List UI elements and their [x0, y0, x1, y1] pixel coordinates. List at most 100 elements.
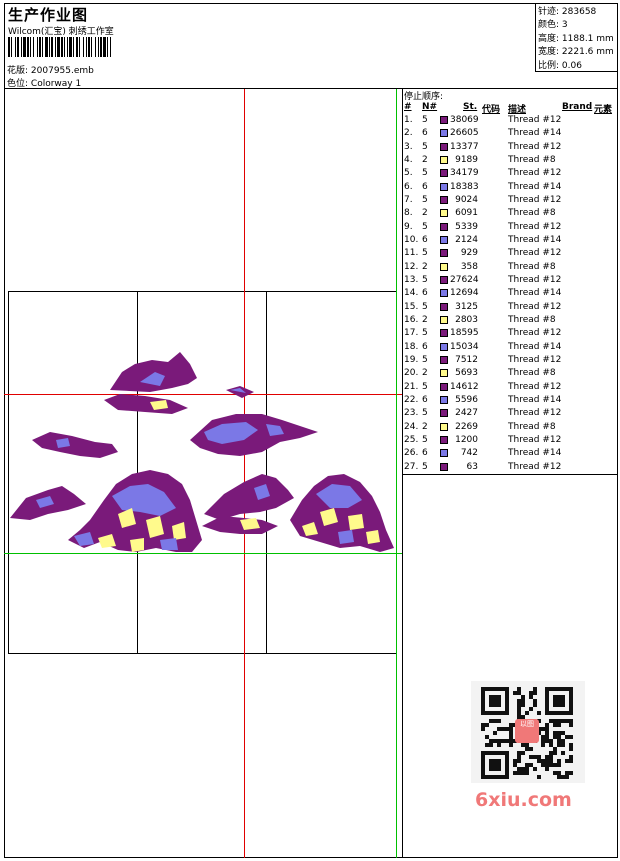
qr-module: [497, 743, 501, 747]
qr-module: [557, 775, 561, 779]
qr-module: [545, 735, 549, 739]
stop-sequence-row: 2. 6 26605 Thread #14: [404, 127, 616, 140]
qr-module: [537, 759, 541, 763]
qr-module: [517, 759, 521, 763]
row-index: 13.: [404, 274, 419, 285]
row-stitches: 2124: [455, 234, 478, 245]
row-stitches: 18595: [450, 328, 479, 339]
thread-swatch: [440, 449, 448, 458]
qr-module: [533, 691, 537, 695]
barcode-gap: [48, 37, 49, 57]
qr-module: [557, 731, 561, 735]
stop-sequence-row: 3. 5 13377 Thread #12: [404, 141, 616, 154]
qr-module: [537, 755, 541, 759]
qr-module: [509, 735, 513, 739]
row-index: 3.: [404, 141, 413, 152]
barcode-gap: [72, 37, 73, 57]
barcode-gap: [108, 37, 110, 57]
studio-name: Wilcom(汇宝) 刺绣工作室: [8, 27, 114, 37]
qr-module: [569, 719, 573, 723]
qr-module: [525, 767, 529, 771]
stop-sequence-row: 23. 5 2427 Thread #12: [404, 407, 616, 420]
barcode-gap: [84, 37, 86, 57]
qr-module: [509, 731, 513, 735]
colorway-name: Colorway 1: [30, 79, 82, 89]
barcode: [8, 37, 111, 57]
row-needle: 6: [422, 341, 428, 352]
qr-module: [541, 735, 545, 739]
barcode-bar: [30, 37, 31, 57]
barcode-gap: [29, 37, 30, 57]
row-description: Thread #14: [508, 288, 562, 299]
row-stitches: 1200: [455, 434, 478, 445]
stop-sequence-row: 10. 6 2124 Thread #14: [404, 234, 616, 247]
qr-module: [525, 771, 529, 775]
qr-module: [485, 743, 489, 747]
embroidery-shape: [202, 516, 278, 534]
row-description: Thread #12: [508, 354, 562, 365]
qr-module: [541, 743, 545, 747]
qr-module: [493, 719, 497, 723]
row-stitches: 34179: [450, 168, 479, 179]
barcode-bar: [57, 37, 60, 57]
row-stitches: 742: [460, 448, 478, 459]
barcode-gap: [19, 37, 21, 57]
qr-module: [537, 731, 541, 735]
qr-module: [501, 727, 505, 731]
hoop-outline: [8, 291, 397, 654]
qr-module: [541, 763, 545, 767]
embroidery-shape: [98, 508, 186, 552]
row-needle: 6: [422, 128, 428, 139]
qr-module: [509, 739, 513, 743]
qr-module: [549, 759, 553, 763]
stats-divider: [535, 3, 536, 71]
row-description: Thread #14: [508, 341, 562, 352]
row-description: Thread #12: [508, 461, 562, 472]
stop-sequence-row: 26. 6 742 Thread #14: [404, 447, 616, 460]
stop-sequence-row: 1. 5 38069 Thread #12: [404, 114, 616, 127]
qr-module: [533, 687, 537, 691]
qr-module: [501, 739, 505, 743]
qr-module: [545, 767, 549, 771]
qr-module: [569, 735, 573, 739]
row-needle: 2: [422, 368, 428, 379]
page-title: 生产作业图: [8, 6, 89, 24]
barcode-bar: [69, 37, 72, 57]
qr-module: [517, 755, 521, 759]
qr-module: [549, 743, 553, 747]
barcode-bar: [64, 37, 65, 57]
qr-module: [521, 699, 525, 703]
qr-module: [529, 755, 533, 759]
barcode-bar: [88, 37, 90, 57]
qr-module: [525, 711, 529, 715]
row-description: Thread #14: [508, 234, 562, 245]
row-description: Thread #14: [508, 128, 562, 139]
row-index: 12.: [404, 261, 419, 272]
qr-module: [553, 735, 557, 739]
row-description: Thread #12: [508, 141, 562, 152]
qr-module: [561, 743, 565, 747]
qr-module: [545, 723, 549, 727]
row-stitches: 27624: [450, 274, 479, 285]
row-stitches: 5693: [455, 368, 478, 379]
col-header-element: 元素: [594, 105, 613, 115]
row-index: 2.: [404, 128, 413, 139]
thread-swatch: [440, 249, 448, 258]
row-stitches: 2803: [455, 314, 478, 325]
qr-module: [517, 711, 521, 715]
barcode-bar: [107, 37, 108, 57]
qr-finder: [553, 695, 565, 707]
embroidery-shape: [32, 432, 118, 458]
embroidery-shape: [302, 508, 380, 544]
row-index: 25.: [404, 434, 419, 445]
thread-swatch: [440, 262, 448, 271]
qr-module: [557, 735, 561, 739]
qr-module: [517, 715, 521, 719]
barcode-gap: [80, 37, 83, 57]
qr-module: [533, 755, 537, 759]
row-needle: 5: [422, 408, 428, 419]
row-description: Thread #14: [508, 181, 562, 192]
qr-module: [497, 727, 501, 731]
qr-module: [485, 735, 489, 739]
qr-module: [549, 739, 553, 743]
